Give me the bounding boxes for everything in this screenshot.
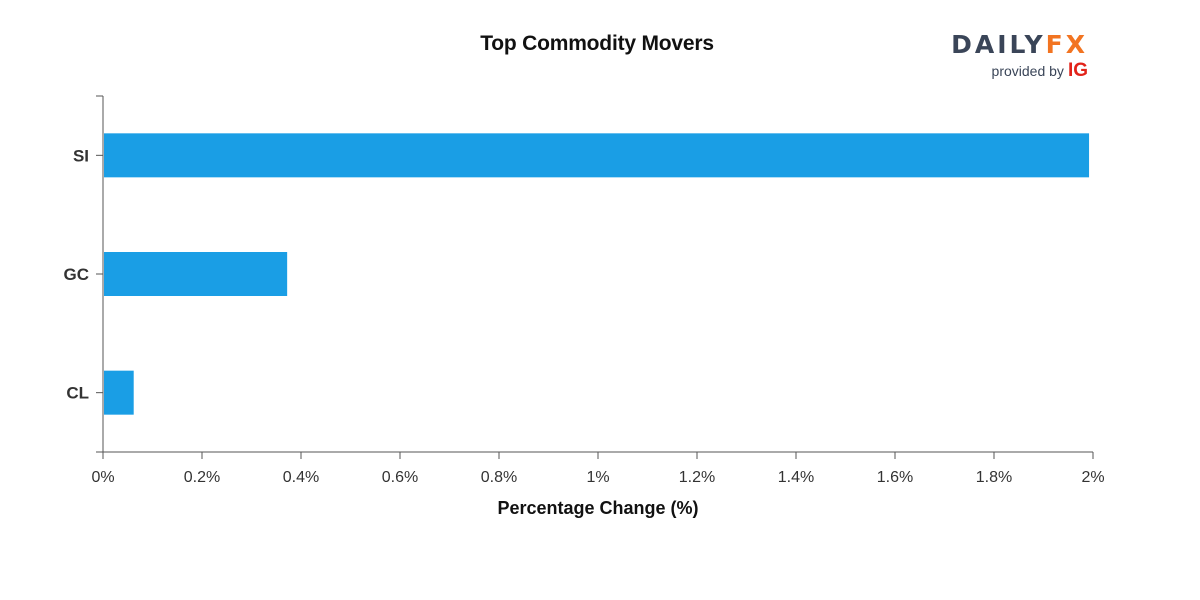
bar-cl bbox=[104, 370, 134, 415]
logo-wordmark: DAILYFX bbox=[951, 30, 1088, 60]
x-axis-title: Percentage Change (%) bbox=[497, 498, 698, 518]
y-tick-label-cl: CL bbox=[66, 384, 89, 403]
logo-provided-text: provided by bbox=[991, 63, 1064, 79]
x-tick-label-4: 0.8% bbox=[481, 469, 517, 486]
dailyfx-logo: DAILYFX provided by IG bbox=[920, 30, 1088, 82]
bar-gc bbox=[104, 252, 288, 296]
logo-ig: IG bbox=[1067, 60, 1088, 81]
x-tick-label-7: 1.4% bbox=[778, 469, 814, 486]
x-tick-label-9: 1.8% bbox=[976, 469, 1012, 486]
x-tick-label-5: 1% bbox=[586, 469, 609, 486]
x-tick-label-10: 2% bbox=[1081, 469, 1104, 486]
bar-si bbox=[104, 133, 1090, 178]
x-tick-label-8: 1.6% bbox=[877, 469, 913, 486]
x-tick-label-2: 0.4% bbox=[283, 469, 319, 486]
logo-brand-fx: FX bbox=[1045, 30, 1088, 59]
x-tick-label-1: 0.2% bbox=[184, 469, 220, 486]
x-tick-label-6: 1.2% bbox=[679, 469, 715, 486]
y-ticks-layer: SI GC CL bbox=[64, 95, 103, 453]
logo-provided-by: provided by IG bbox=[992, 61, 1088, 82]
x-tick-label-3: 0.6% bbox=[382, 469, 418, 486]
chart-title: Top Commodity Movers bbox=[480, 32, 714, 55]
bars-layer bbox=[104, 133, 1090, 415]
x-ticks-layer: 0% 0.2% 0.4% 0.6% 0.8% 1% 1.2% 1.4% 1.6% 1.8% 2% bbox=[91, 452, 1105, 486]
y-tick-label-gc: GC bbox=[64, 265, 90, 284]
x-tick-label-0: 0% bbox=[91, 469, 114, 486]
logo-brand-daily: DAILY bbox=[951, 30, 1046, 59]
y-tick-label-si: SI bbox=[73, 146, 89, 165]
